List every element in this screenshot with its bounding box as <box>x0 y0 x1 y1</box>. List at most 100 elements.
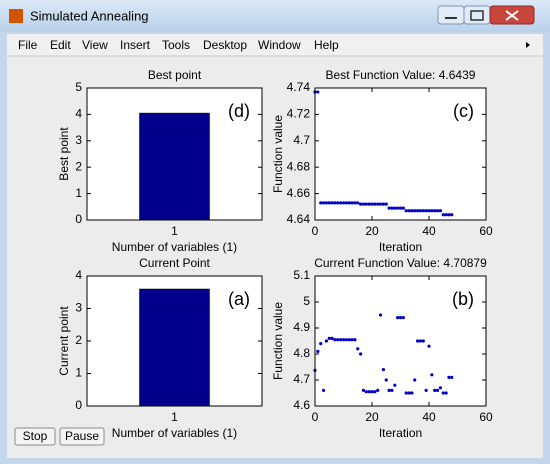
panel-label: (c) <box>453 101 474 121</box>
chart-title: Current Function Value: 4.70879 <box>314 256 487 270</box>
charts: 0 1 2 3 4 5 1 Best point Number of variables (1)… <box>57 68 493 440</box>
point <box>427 344 431 348</box>
point <box>413 378 417 382</box>
point <box>410 209 414 213</box>
minimize-button[interactable] <box>437 5 465 25</box>
point <box>384 378 388 382</box>
point <box>430 373 434 377</box>
point <box>447 375 451 379</box>
y-tick-label: 4.68 <box>287 159 311 173</box>
chart-title: Best Function Value: 4.6439 <box>326 68 476 82</box>
point <box>387 206 391 210</box>
point <box>339 201 343 205</box>
x-tick-label: 1 <box>171 410 178 424</box>
window-title: Simulated Annealing <box>30 8 149 23</box>
panel-label: (b) <box>452 289 474 309</box>
point <box>381 202 385 206</box>
x-tick-label: 0 <box>312 410 319 424</box>
menu-items: File Edit View Insert Tools Desktop Window Help <box>18 38 339 52</box>
chart-title: Best point <box>148 68 202 82</box>
point <box>327 336 331 340</box>
y-axis-label: Current point <box>57 306 71 376</box>
point <box>319 201 323 205</box>
point <box>444 213 448 217</box>
plot-area <box>315 88 486 220</box>
maximize-button[interactable] <box>463 5 491 25</box>
point <box>433 388 437 392</box>
point <box>438 386 442 390</box>
point <box>353 338 357 342</box>
stop-button[interactable] <box>14 427 56 446</box>
point <box>316 349 320 353</box>
y-tick-label: 0 <box>75 398 82 412</box>
maximize-icon <box>470 10 484 21</box>
point <box>416 209 420 213</box>
point <box>347 338 351 342</box>
point <box>370 390 374 394</box>
menu-item[interactable]: View <box>82 38 108 52</box>
point <box>381 368 385 372</box>
point <box>321 201 326 205</box>
point <box>376 388 380 392</box>
point <box>401 206 405 210</box>
pause-button[interactable] <box>59 427 105 446</box>
point <box>378 202 383 206</box>
menu-item[interactable]: File <box>18 38 38 52</box>
x-axis-label: Number of variables (1) <box>112 240 237 254</box>
point <box>413 209 417 213</box>
point <box>344 338 348 342</box>
point <box>373 390 377 394</box>
menu-item[interactable]: Help <box>314 38 339 52</box>
point <box>401 316 405 320</box>
menu-item[interactable]: Edit <box>50 38 71 52</box>
point <box>435 209 440 213</box>
y-tick-label: 4.72 <box>287 107 311 121</box>
y-tick-label: 4.7 <box>293 372 310 386</box>
menu-item[interactable]: Window <box>258 38 301 52</box>
point <box>450 375 454 379</box>
y-tick-label: 5.1 <box>293 268 310 282</box>
point <box>373 202 377 206</box>
y-tick-label: 4 <box>75 107 82 121</box>
x-axis-label: Number of variables (1) <box>112 426 237 440</box>
y-tick-label: 2 <box>75 333 82 347</box>
point <box>393 206 397 210</box>
point <box>367 390 371 394</box>
point <box>450 213 454 217</box>
point <box>353 201 357 205</box>
y-tick-label: 5 <box>75 80 82 94</box>
menu-item[interactable]: Desktop <box>203 38 247 52</box>
point <box>447 213 451 217</box>
y-tick-label: 3 <box>75 133 82 147</box>
x-tick-label: 40 <box>422 410 436 424</box>
point <box>384 202 388 206</box>
point <box>333 338 337 342</box>
point <box>407 391 411 395</box>
x-tick-label: 20 <box>365 410 379 424</box>
point <box>367 202 371 206</box>
point <box>387 388 391 392</box>
point <box>321 388 326 392</box>
point <box>361 388 366 392</box>
menu-item[interactable]: Insert <box>120 38 151 52</box>
x-tick-label: 20 <box>365 224 379 238</box>
x-tick-label: 0 <box>312 224 319 238</box>
point <box>359 202 363 206</box>
chart-title: Current Point <box>139 256 210 270</box>
point <box>418 339 423 343</box>
point <box>330 336 334 340</box>
point <box>364 202 368 206</box>
point <box>404 391 408 395</box>
menu-item[interactable]: Tools <box>162 38 190 52</box>
axes-box <box>86 275 263 407</box>
point <box>441 391 445 395</box>
point <box>336 201 340 205</box>
y-axis-label: Best point <box>57 127 71 181</box>
y-tick-label: 0 <box>75 212 82 226</box>
point <box>441 213 445 217</box>
point <box>396 316 400 320</box>
point <box>359 352 363 356</box>
point <box>424 209 428 213</box>
y-tick-label: 4.74 <box>287 80 311 94</box>
